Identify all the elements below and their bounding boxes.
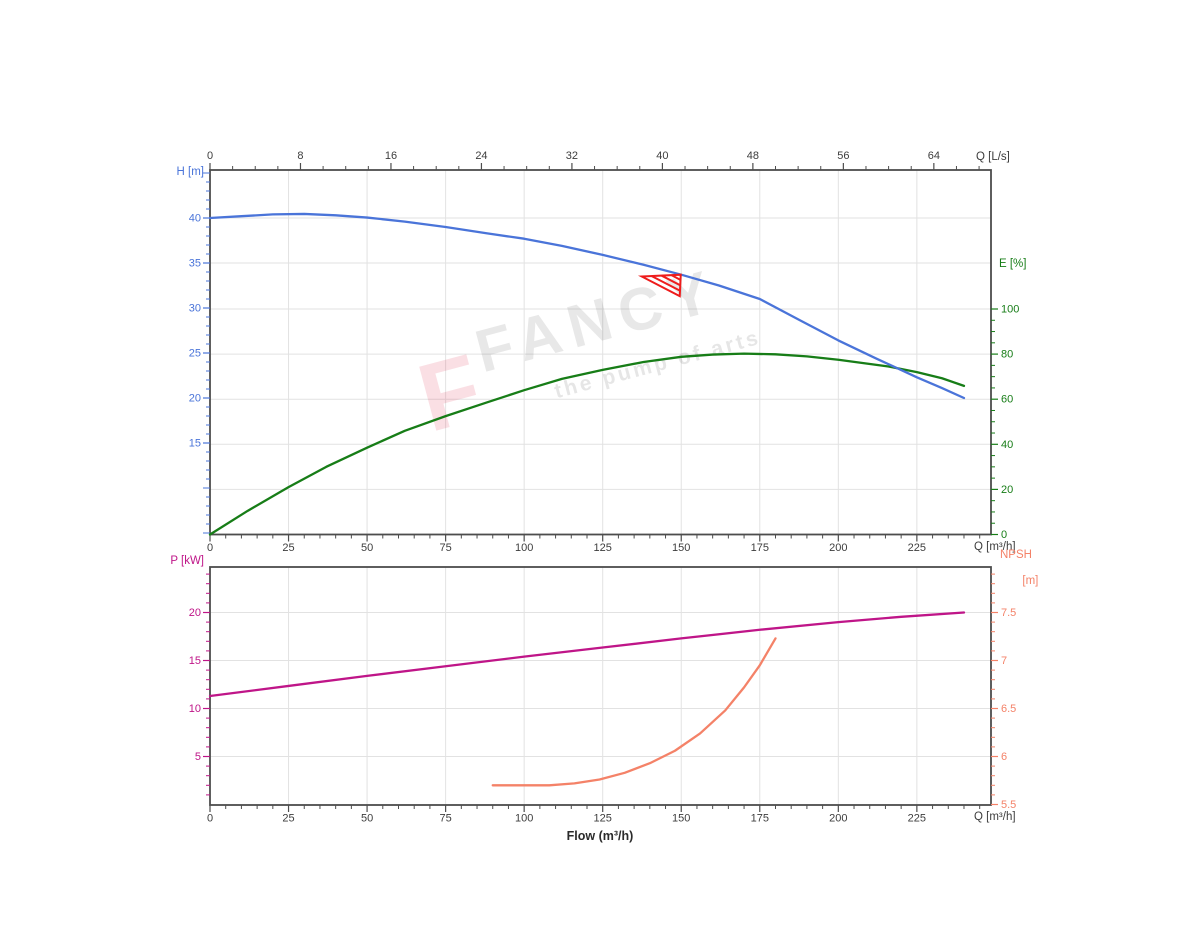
svg-text:6.5: 6.5 xyxy=(1001,703,1016,715)
svg-text:10: 10 xyxy=(189,703,201,715)
svg-text:50: 50 xyxy=(361,542,373,554)
power-axis-title: P [kW] xyxy=(170,555,204,567)
svg-text:175: 175 xyxy=(751,813,769,825)
svg-text:56: 56 xyxy=(837,150,849,162)
svg-text:25: 25 xyxy=(189,348,201,360)
svg-text:125: 125 xyxy=(594,813,612,825)
duty-point-marker xyxy=(637,273,682,298)
head-axis-title: H [m] xyxy=(176,166,204,178)
npsh-axis-title-line1: NPSH xyxy=(1000,549,1032,561)
svg-text:20: 20 xyxy=(189,607,201,619)
svg-text:8: 8 xyxy=(297,150,303,162)
svg-text:60: 60 xyxy=(1001,394,1013,406)
svg-text:75: 75 xyxy=(439,813,451,825)
svg-text:15: 15 xyxy=(189,655,201,667)
svg-text:80: 80 xyxy=(1001,349,1013,361)
flow-m3h-axis-title-bottom: Q [m³/h] xyxy=(974,811,1016,823)
svg-text:200: 200 xyxy=(829,813,847,825)
top-chart-frame xyxy=(209,169,992,536)
svg-text:50: 50 xyxy=(361,813,373,825)
axis-ticks-and-labels: 0 8 16 24 32 40 48 56 640 25 50 75 100 125 150 175 200 22… xyxy=(189,150,1020,825)
svg-text:5.5: 5.5 xyxy=(1001,799,1016,811)
svg-text:5: 5 xyxy=(195,751,201,763)
svg-text:25: 25 xyxy=(282,813,294,825)
svg-text:7.5: 7.5 xyxy=(1001,607,1016,619)
svg-text:0: 0 xyxy=(207,150,213,162)
svg-text:200: 200 xyxy=(829,542,847,554)
svg-text:150: 150 xyxy=(672,542,690,554)
power-curve xyxy=(208,611,966,698)
flow-ls-axis-title: Q [L/s] xyxy=(976,151,1010,163)
svg-text:0: 0 xyxy=(207,813,213,825)
svg-text:225: 225 xyxy=(908,542,926,554)
npsh-axis-title: NPSH [m] xyxy=(1000,549,1038,588)
top-chart-grid xyxy=(210,170,991,535)
svg-text:7: 7 xyxy=(1001,655,1007,667)
svg-text:48: 48 xyxy=(747,150,759,162)
svg-text:0: 0 xyxy=(1001,529,1007,541)
npsh-curve xyxy=(491,637,777,787)
svg-text:32: 32 xyxy=(566,150,578,162)
svg-text:100: 100 xyxy=(515,542,533,554)
head-curve xyxy=(208,212,966,400)
efficiency-axis-title: E [%] xyxy=(999,258,1027,270)
npsh-axis-title-line2: [m] xyxy=(1022,575,1039,587)
flow-m3h-axis-title-top: Q [m³/h] xyxy=(974,541,1016,553)
svg-text:6: 6 xyxy=(1001,751,1007,763)
svg-text:0: 0 xyxy=(207,542,213,554)
svg-text:20: 20 xyxy=(1001,484,1013,496)
svg-text:15: 15 xyxy=(189,438,201,450)
svg-text:125: 125 xyxy=(594,542,612,554)
svg-text:40: 40 xyxy=(656,150,668,162)
svg-text:150: 150 xyxy=(672,813,690,825)
svg-text:75: 75 xyxy=(439,542,451,554)
svg-text:225: 225 xyxy=(908,813,926,825)
svg-text:30: 30 xyxy=(189,303,201,315)
svg-text:64: 64 xyxy=(928,150,940,162)
svg-text:175: 175 xyxy=(751,542,769,554)
svg-text:20: 20 xyxy=(189,393,201,405)
bottom-chart-frame xyxy=(209,566,992,806)
x-axis-caption: Flow (m³/h) xyxy=(566,829,634,843)
svg-text:25: 25 xyxy=(282,542,294,554)
svg-text:35: 35 xyxy=(189,258,201,270)
svg-text:40: 40 xyxy=(189,213,201,225)
svg-text:100: 100 xyxy=(1001,304,1019,316)
svg-text:100: 100 xyxy=(515,813,533,825)
svg-text:40: 40 xyxy=(1001,439,1013,451)
svg-text:24: 24 xyxy=(475,150,487,162)
efficiency-curve xyxy=(208,352,966,536)
svg-text:16: 16 xyxy=(385,150,397,162)
